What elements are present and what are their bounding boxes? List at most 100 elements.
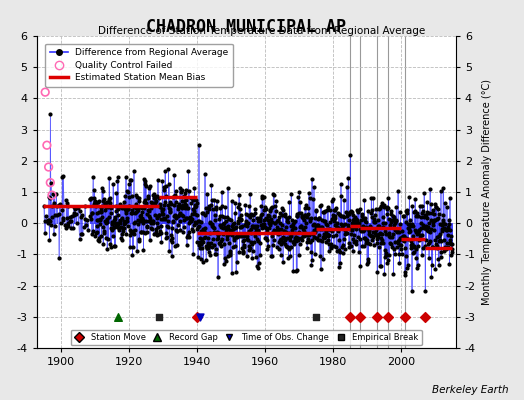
Point [243,233,252,239]
Point [233,231,241,237]
Point [136,213,145,219]
Point [293,212,302,219]
Point [235,249,244,256]
Point [87,216,95,222]
Point [48,214,57,220]
Point [112,221,120,228]
Point [187,200,195,206]
Point [179,213,188,219]
Point [363,225,371,231]
Point [270,213,278,220]
Point [44,220,52,226]
Point [370,218,378,224]
Point [296,240,304,247]
Point [169,194,177,200]
Point [157,230,165,236]
Point [307,215,315,221]
Point [443,227,452,233]
Point [233,233,242,240]
Point [318,238,326,244]
Point [258,211,267,218]
Point [382,230,390,237]
Point [307,262,315,268]
Point [406,228,414,234]
Point [188,226,196,232]
Point [431,217,439,223]
Point [336,181,345,187]
Point [198,245,206,251]
Point [394,238,402,244]
Point [299,215,307,222]
Point [392,204,400,210]
Point [365,227,373,234]
Point [420,225,429,231]
Point [432,240,440,247]
Point [414,243,422,249]
Point [290,240,298,247]
Point [202,256,210,263]
Point [175,212,183,218]
Point [201,225,210,232]
Point [282,229,290,235]
Point [287,223,296,230]
Point [424,241,432,247]
Point [210,242,218,248]
Point [63,200,71,206]
Point [230,244,238,250]
Point [231,200,239,206]
Point [47,222,56,228]
Point [158,207,166,214]
Point [61,222,69,228]
Point [327,245,335,252]
Point [205,206,214,212]
Point [418,210,427,216]
Point [423,208,431,215]
Point [375,206,383,212]
Point [362,218,370,225]
Point [92,202,100,209]
Point [293,212,301,219]
Point [340,214,348,220]
Point [271,208,280,215]
Point [245,243,254,250]
Point [200,229,209,236]
Point [287,233,295,239]
Point [238,248,247,254]
Point [172,226,181,233]
Point [264,243,272,250]
Point [244,228,253,234]
Point [181,187,190,194]
Point [127,210,135,217]
Point [114,221,123,228]
Point [93,223,102,229]
Point [161,168,169,174]
Point [357,227,365,233]
Point [154,177,162,183]
Point [350,216,358,222]
Point [141,230,149,236]
Point [129,244,137,250]
Point [113,174,122,180]
Point [352,216,361,222]
Point [431,237,439,244]
Point [98,185,106,192]
Point [346,231,355,237]
Point [196,314,204,320]
Point [152,215,161,222]
Point [434,211,443,217]
Point [381,219,389,226]
Point [118,228,127,234]
Point [62,224,70,231]
Point [443,240,451,246]
Point [215,240,224,246]
Point [71,205,79,212]
Point [190,202,199,208]
Point [166,209,174,216]
Point [376,230,385,236]
Point [204,202,213,209]
Point [402,253,411,260]
Point [48,192,56,198]
Point [205,248,213,255]
Point [291,234,300,240]
Point [224,185,232,192]
